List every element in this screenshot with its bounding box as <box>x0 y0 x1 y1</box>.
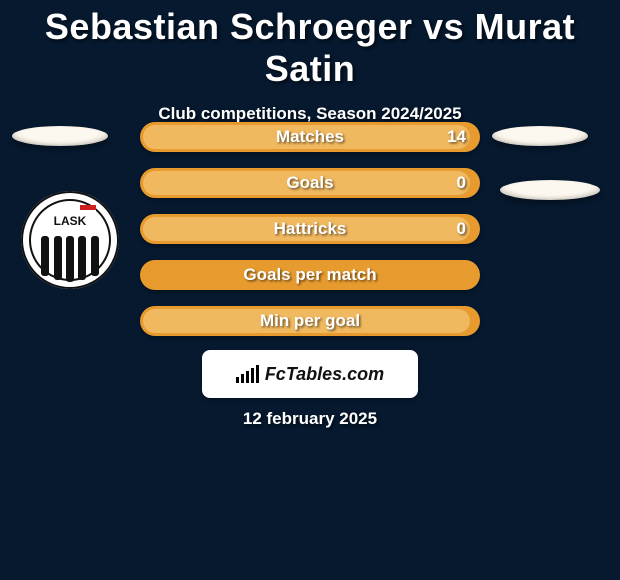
stat-value: 0 <box>457 173 466 193</box>
season-subtitle: Club competitions, Season 2024/2025 <box>0 104 620 124</box>
stat-label: Min per goal <box>260 311 360 331</box>
stat-label: Goals per match <box>243 265 376 285</box>
snapshot-date: 12 february 2025 <box>0 409 620 429</box>
fctables-badge-text: FcTables.com <box>265 364 384 385</box>
stat-label: Hattricks <box>274 219 347 239</box>
stat-row: Goals per match <box>140 260 480 290</box>
fctables-badge: FcTables.com <box>202 350 418 398</box>
player-marker-ellipse <box>12 126 108 146</box>
stat-row: Min per goal <box>140 306 480 336</box>
player-marker-ellipse <box>500 180 600 200</box>
stat-value: 0 <box>457 219 466 239</box>
chart-bars-icon <box>236 365 259 383</box>
stat-row: Goals 0 <box>140 168 480 198</box>
stat-rows-container: Matches 14 Goals 0 Hattricks 0 Goals per match… <box>140 122 480 352</box>
club-logo: LASK <box>20 190 120 290</box>
club-logo-text: LASK <box>54 214 87 228</box>
stat-row: Matches 14 <box>140 122 480 152</box>
stat-value: 14 <box>447 127 466 147</box>
stat-label: Goals <box>286 173 333 193</box>
stat-row: Hattricks 0 <box>140 214 480 244</box>
player-marker-ellipse <box>492 126 588 146</box>
stat-label: Matches <box>276 127 344 147</box>
page-title: Sebastian Schroeger vs Murat Satin <box>0 0 620 90</box>
